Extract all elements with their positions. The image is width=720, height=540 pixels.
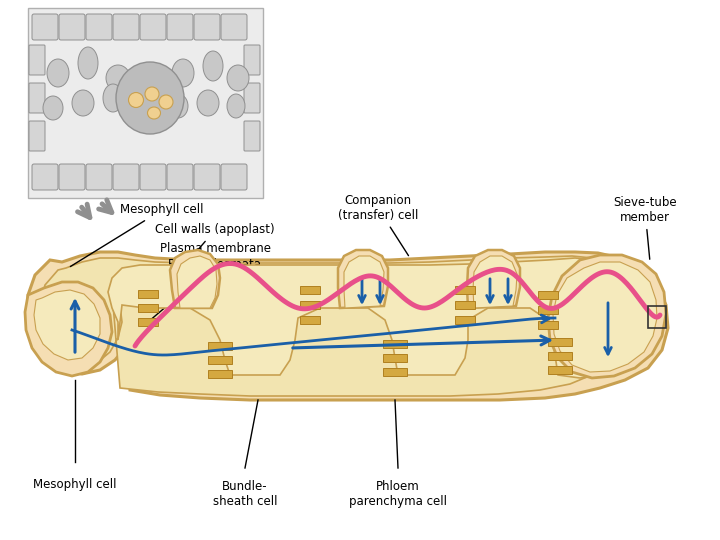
- Bar: [548, 352, 572, 360]
- Bar: [300, 301, 320, 309]
- Bar: [383, 354, 407, 362]
- Ellipse shape: [116, 62, 184, 134]
- Polygon shape: [338, 250, 388, 308]
- Polygon shape: [177, 256, 217, 308]
- Bar: [548, 366, 572, 374]
- Ellipse shape: [227, 65, 249, 91]
- Bar: [383, 340, 407, 348]
- Polygon shape: [28, 252, 668, 400]
- Text: Plasmodesmata: Plasmodesmata: [150, 259, 262, 320]
- FancyBboxPatch shape: [221, 164, 247, 190]
- Polygon shape: [548, 255, 666, 378]
- Ellipse shape: [106, 65, 130, 91]
- FancyBboxPatch shape: [194, 14, 220, 40]
- Bar: [138, 290, 158, 298]
- Ellipse shape: [145, 87, 159, 101]
- Polygon shape: [25, 282, 112, 376]
- Text: Phloem
parenchyma cell: Phloem parenchyma cell: [349, 480, 447, 508]
- Bar: [455, 316, 475, 324]
- FancyBboxPatch shape: [28, 8, 263, 198]
- FancyBboxPatch shape: [29, 45, 45, 75]
- Bar: [538, 291, 558, 299]
- Polygon shape: [473, 256, 517, 308]
- Bar: [383, 368, 407, 376]
- Bar: [300, 286, 320, 294]
- Ellipse shape: [168, 94, 188, 118]
- FancyBboxPatch shape: [244, 45, 260, 75]
- Ellipse shape: [159, 95, 173, 109]
- Bar: [538, 321, 558, 329]
- Bar: [208, 342, 232, 350]
- Bar: [455, 286, 475, 294]
- Bar: [648, 306, 666, 328]
- FancyBboxPatch shape: [29, 121, 45, 151]
- FancyBboxPatch shape: [244, 83, 260, 113]
- Text: Sieve-tube
member: Sieve-tube member: [613, 196, 677, 259]
- Bar: [300, 316, 320, 324]
- FancyBboxPatch shape: [221, 14, 247, 40]
- Bar: [208, 370, 232, 378]
- FancyBboxPatch shape: [59, 164, 85, 190]
- FancyBboxPatch shape: [167, 14, 193, 40]
- Polygon shape: [553, 262, 657, 372]
- Polygon shape: [34, 290, 100, 360]
- FancyBboxPatch shape: [32, 164, 58, 190]
- FancyBboxPatch shape: [32, 14, 58, 40]
- FancyBboxPatch shape: [140, 164, 166, 190]
- Bar: [538, 306, 558, 314]
- Text: Companion
(transfer) cell: Companion (transfer) cell: [338, 194, 418, 255]
- Ellipse shape: [203, 51, 223, 81]
- FancyBboxPatch shape: [140, 14, 166, 40]
- Ellipse shape: [72, 90, 94, 116]
- Polygon shape: [170, 250, 220, 308]
- Text: Cell walls (apoplast): Cell walls (apoplast): [150, 224, 275, 306]
- FancyBboxPatch shape: [86, 164, 112, 190]
- Ellipse shape: [227, 94, 245, 118]
- FancyBboxPatch shape: [244, 121, 260, 151]
- FancyBboxPatch shape: [59, 14, 85, 40]
- Polygon shape: [467, 250, 520, 308]
- Ellipse shape: [47, 59, 69, 87]
- Ellipse shape: [103, 84, 123, 112]
- FancyBboxPatch shape: [113, 14, 139, 40]
- Ellipse shape: [78, 47, 98, 79]
- Bar: [138, 318, 158, 326]
- FancyBboxPatch shape: [113, 164, 139, 190]
- Polygon shape: [40, 256, 638, 396]
- Polygon shape: [108, 258, 632, 378]
- Text: Bundle-
sheath cell: Bundle- sheath cell: [212, 480, 277, 508]
- FancyBboxPatch shape: [86, 14, 112, 40]
- Ellipse shape: [172, 59, 194, 87]
- Ellipse shape: [128, 92, 143, 107]
- FancyBboxPatch shape: [194, 164, 220, 190]
- Bar: [548, 338, 572, 346]
- Bar: [455, 301, 475, 309]
- Bar: [208, 356, 232, 364]
- Text: Mesophyll cell: Mesophyll cell: [71, 204, 204, 267]
- Bar: [138, 304, 158, 312]
- FancyBboxPatch shape: [167, 164, 193, 190]
- Polygon shape: [344, 256, 384, 308]
- Ellipse shape: [197, 90, 219, 116]
- Ellipse shape: [43, 96, 63, 120]
- Text: Mesophyll cell: Mesophyll cell: [33, 478, 117, 491]
- Ellipse shape: [148, 107, 161, 119]
- FancyBboxPatch shape: [29, 83, 45, 113]
- Text: Plasma membrane: Plasma membrane: [160, 241, 271, 298]
